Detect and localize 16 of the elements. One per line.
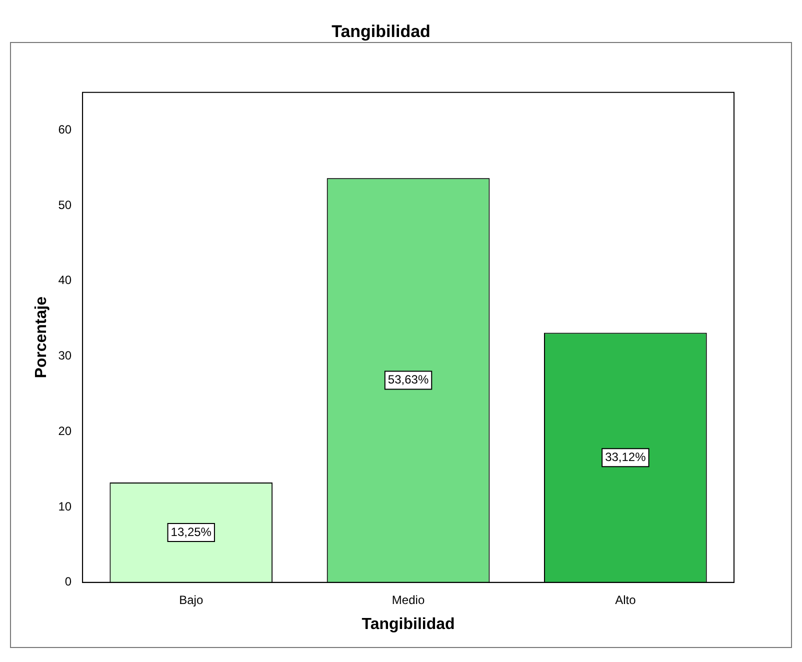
x-tick-label: Bajo (179, 592, 204, 607)
data-label: 53,63% (388, 372, 429, 387)
y-axis-title: Porcentaje (33, 296, 50, 378)
x-tick-label: Alto (615, 592, 636, 607)
data-label: 13,25% (170, 524, 212, 539)
y-tick-label: 40 (58, 273, 72, 288)
y-tick-label: 30 (58, 348, 72, 363)
x-tick-label: Medio (392, 592, 425, 607)
y-tick-label: 60 (58, 122, 72, 136)
y-tick-label: 10 (58, 499, 72, 514)
data-label: 33,12% (605, 450, 646, 464)
x-axis-title: Tangibilidad (362, 616, 455, 633)
y-tick-label: 50 (58, 198, 72, 212)
y-tick-label: 20 (58, 424, 72, 438)
y-tick-label: 0 (64, 574, 72, 589)
chart-title: Tangibilidad (332, 22, 430, 41)
